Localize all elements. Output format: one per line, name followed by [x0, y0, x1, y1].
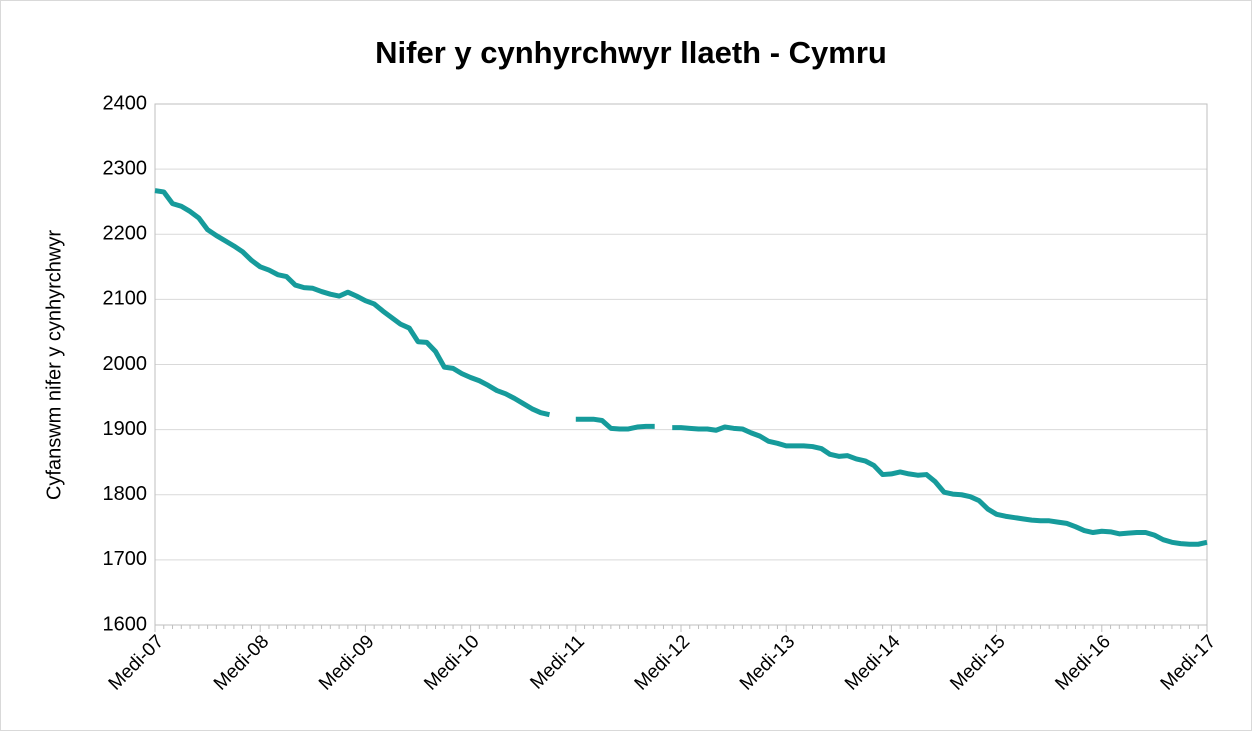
y-tick-label: 2300 [103, 157, 148, 179]
y-tick-label: 1800 [103, 483, 148, 505]
y-tick-label: 1600 [103, 613, 148, 635]
y-tick-label: 2100 [103, 288, 148, 310]
chart-title: Nifer y cynhyrchwyr llaeth - Cymru [375, 35, 887, 70]
y-tick-label: 2000 [103, 353, 148, 375]
y-tick-label: 2400 [103, 92, 148, 114]
y-tick-label: 2200 [103, 223, 148, 245]
data-line [154, 188, 1208, 547]
y-tick-label: 1700 [103, 548, 148, 570]
y-axis-label: Cyfanswm nifer y cynhyrchwyr [43, 230, 65, 500]
y-tick-label: 1900 [103, 418, 148, 440]
